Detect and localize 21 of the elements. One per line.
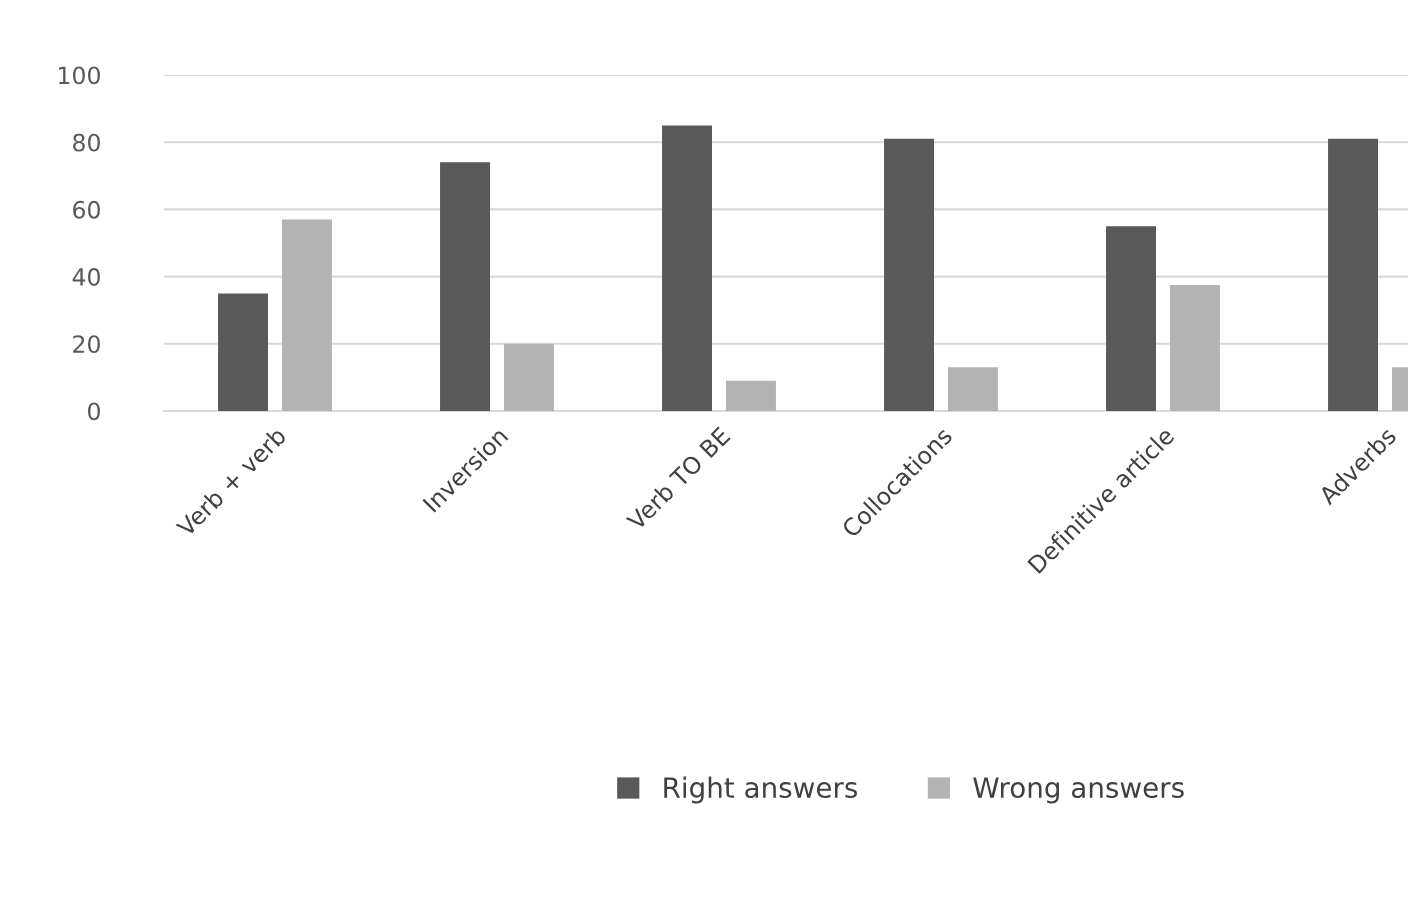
- legend-label: Right answers: [664, 776, 857, 804]
- y-tick-label: 80: [73, 133, 100, 152]
- y-tick-label: 0: [88, 402, 100, 421]
- y-tick-label: 20: [73, 335, 100, 354]
- bar: [947, 367, 998, 411]
- bar: [1328, 138, 1379, 411]
- y-tick-label: 100: [59, 66, 100, 85]
- bar: [662, 125, 713, 411]
- bar: [1106, 226, 1157, 411]
- bar: [440, 162, 491, 411]
- y-tick-label: 40: [72, 268, 100, 286]
- x-tick-label: Verb + verb: [175, 425, 288, 538]
- bar: [281, 219, 332, 411]
- y-tick-label: 60: [73, 200, 100, 219]
- bar: [725, 380, 776, 411]
- x-tick-label: Verb TO BE: [625, 425, 731, 532]
- bar: [1169, 285, 1220, 411]
- bar: [503, 343, 554, 411]
- legend-label: Wrong answers: [973, 777, 1184, 804]
- bar: [218, 293, 269, 411]
- bar: [884, 138, 935, 411]
